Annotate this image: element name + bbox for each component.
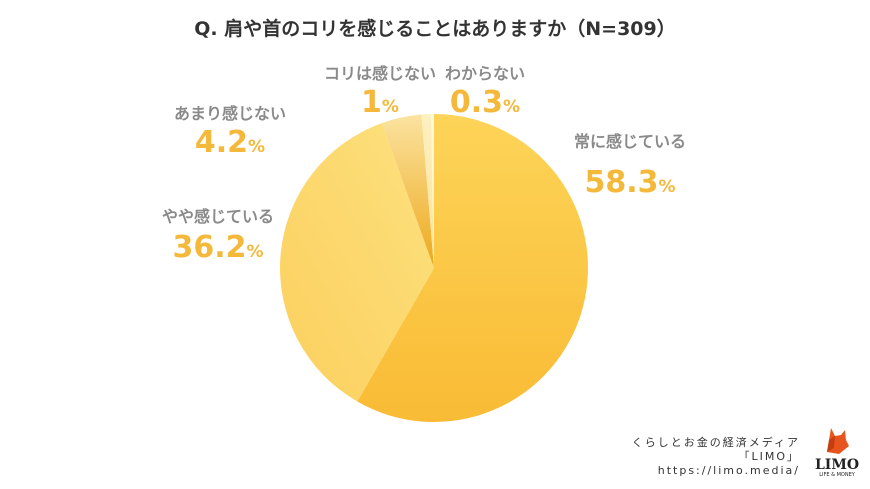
slice-name: 常に感じている xyxy=(573,132,686,151)
slice-label-4: わからない 0.3% xyxy=(425,60,545,124)
slice-name: やや感じている xyxy=(161,207,274,226)
slice-value: 1 xyxy=(361,85,382,120)
slice-label-0: 常に感じている 58.3% xyxy=(560,128,700,204)
pie-slice-3 xyxy=(421,114,434,268)
credit: くらしとお金の経済メディア 「LIMO」 https://limo.media/ xyxy=(632,436,800,478)
slice-name: わからない xyxy=(444,64,525,83)
slice-label-2: あまり感じない 4.2% xyxy=(160,100,300,164)
slice-label-1: やや感じている 36.2% xyxy=(148,203,288,269)
unit: % xyxy=(658,177,676,197)
limo-logo: LIMO LIFE & MONEY xyxy=(812,428,862,478)
unit: % xyxy=(248,137,266,157)
credit-line1: くらしとお金の経済メディア xyxy=(631,436,800,449)
unit: % xyxy=(503,97,521,117)
pie-slice-4 xyxy=(431,114,434,268)
pie-slice-1 xyxy=(280,123,434,402)
slice-name: あまり感じない xyxy=(173,104,286,123)
logo-word: LIMO xyxy=(814,457,860,473)
pie-slice-2 xyxy=(381,114,434,268)
credit-url: https://limo.media/ xyxy=(657,464,800,477)
chart-title: Q. 肩や首のコリを感じることはありますか（N=309） xyxy=(194,18,676,40)
slice-value: 4.2 xyxy=(194,125,249,160)
fox-icon xyxy=(827,428,849,454)
slice-label-3: コリは感じない 1% xyxy=(310,60,450,124)
unit: % xyxy=(246,242,264,262)
credit-line2: 「LIMO」 xyxy=(738,450,800,463)
slice-value: 36.2 xyxy=(172,230,247,265)
slice-name: コリは感じない xyxy=(323,64,436,83)
pie-slice-0 xyxy=(357,114,588,422)
logo-sub: LIFE & MONEY xyxy=(819,472,855,478)
unit: % xyxy=(381,97,399,117)
slice-value: 0.3 xyxy=(449,85,504,120)
slice-value: 58.3 xyxy=(584,165,659,200)
